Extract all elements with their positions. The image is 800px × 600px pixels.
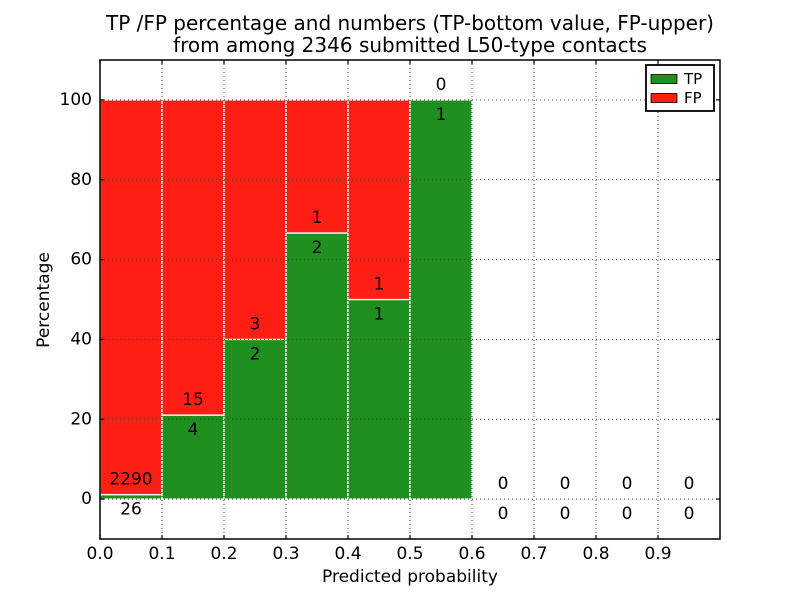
tp-count-label: 26	[120, 500, 142, 520]
fp-count-label: 0	[436, 75, 447, 95]
tp-count-label: 0	[622, 504, 633, 524]
x-tick-label: 0.3	[272, 544, 299, 564]
fp-count-label: 15	[182, 390, 204, 410]
y-tick-label: 60	[70, 250, 92, 270]
fp-count-label: 1	[374, 275, 385, 295]
tp-count-label: 0	[498, 504, 509, 524]
x-tick-label: 0.4	[334, 544, 361, 564]
y-tick-label: 40	[70, 329, 92, 349]
x-tick-label: 0.2	[210, 544, 237, 564]
y-tick-label: 100	[60, 90, 92, 110]
fp-bar-segment	[161, 99, 225, 416]
x-tick-label: 0.9	[644, 544, 671, 564]
fp-count-label: 0	[560, 474, 571, 494]
legend-swatch-fp	[650, 93, 678, 103]
y-axis-label: Percentage	[34, 252, 54, 348]
tp-count-label: 1	[436, 105, 447, 125]
fp-count-label: 0	[684, 474, 695, 494]
fp-count-label: 3	[250, 314, 261, 334]
tp-count-label: 0	[684, 504, 695, 524]
y-tick-label: 80	[70, 170, 92, 190]
x-tick-label: 0.5	[396, 544, 423, 564]
tp-count-label: 2	[250, 344, 261, 364]
x-axis-label: Predicted probability	[322, 567, 498, 587]
tp-bar-segment	[285, 232, 349, 500]
fp-count-label: 0	[498, 474, 509, 494]
plot-frame	[99, 59, 721, 540]
tp-bar-segment	[347, 298, 411, 500]
y-tick-label: 0	[81, 489, 92, 509]
chart-title-line2: from among 2346 submitted L50-type conta…	[173, 33, 647, 57]
legend-box	[645, 64, 715, 112]
legend-label-fp: FP	[684, 89, 702, 107]
tp-count-label: 2	[312, 238, 323, 258]
x-tick-label: 0.0	[86, 544, 113, 564]
legend-label-tp: TP	[683, 70, 702, 88]
x-tick-label: 0.1	[148, 544, 175, 564]
fp-bar-segment	[347, 99, 411, 301]
fp-bar-segment	[99, 99, 163, 496]
fp-count-label: 2290	[109, 470, 152, 490]
tp-bar-segment	[99, 493, 163, 500]
tp-count-label: 0	[560, 504, 571, 524]
tp-count-label: 1	[374, 305, 385, 325]
legend-swatch-tp	[650, 74, 678, 84]
chart-title-line1: TP /FP percentage and numbers (TP-bottom…	[105, 11, 714, 35]
x-tick-label: 0.7	[520, 544, 547, 564]
tp-bar-segment	[409, 99, 473, 500]
x-tick-label: 0.8	[582, 544, 609, 564]
x-tick-label: 0.6	[458, 544, 485, 564]
fp-bar-segment	[223, 99, 287, 341]
fp-count-label: 0	[622, 474, 633, 494]
tp-count-label: 4	[188, 420, 199, 440]
fp-count-label: 1	[312, 208, 323, 228]
y-tick-label: 20	[70, 409, 92, 429]
